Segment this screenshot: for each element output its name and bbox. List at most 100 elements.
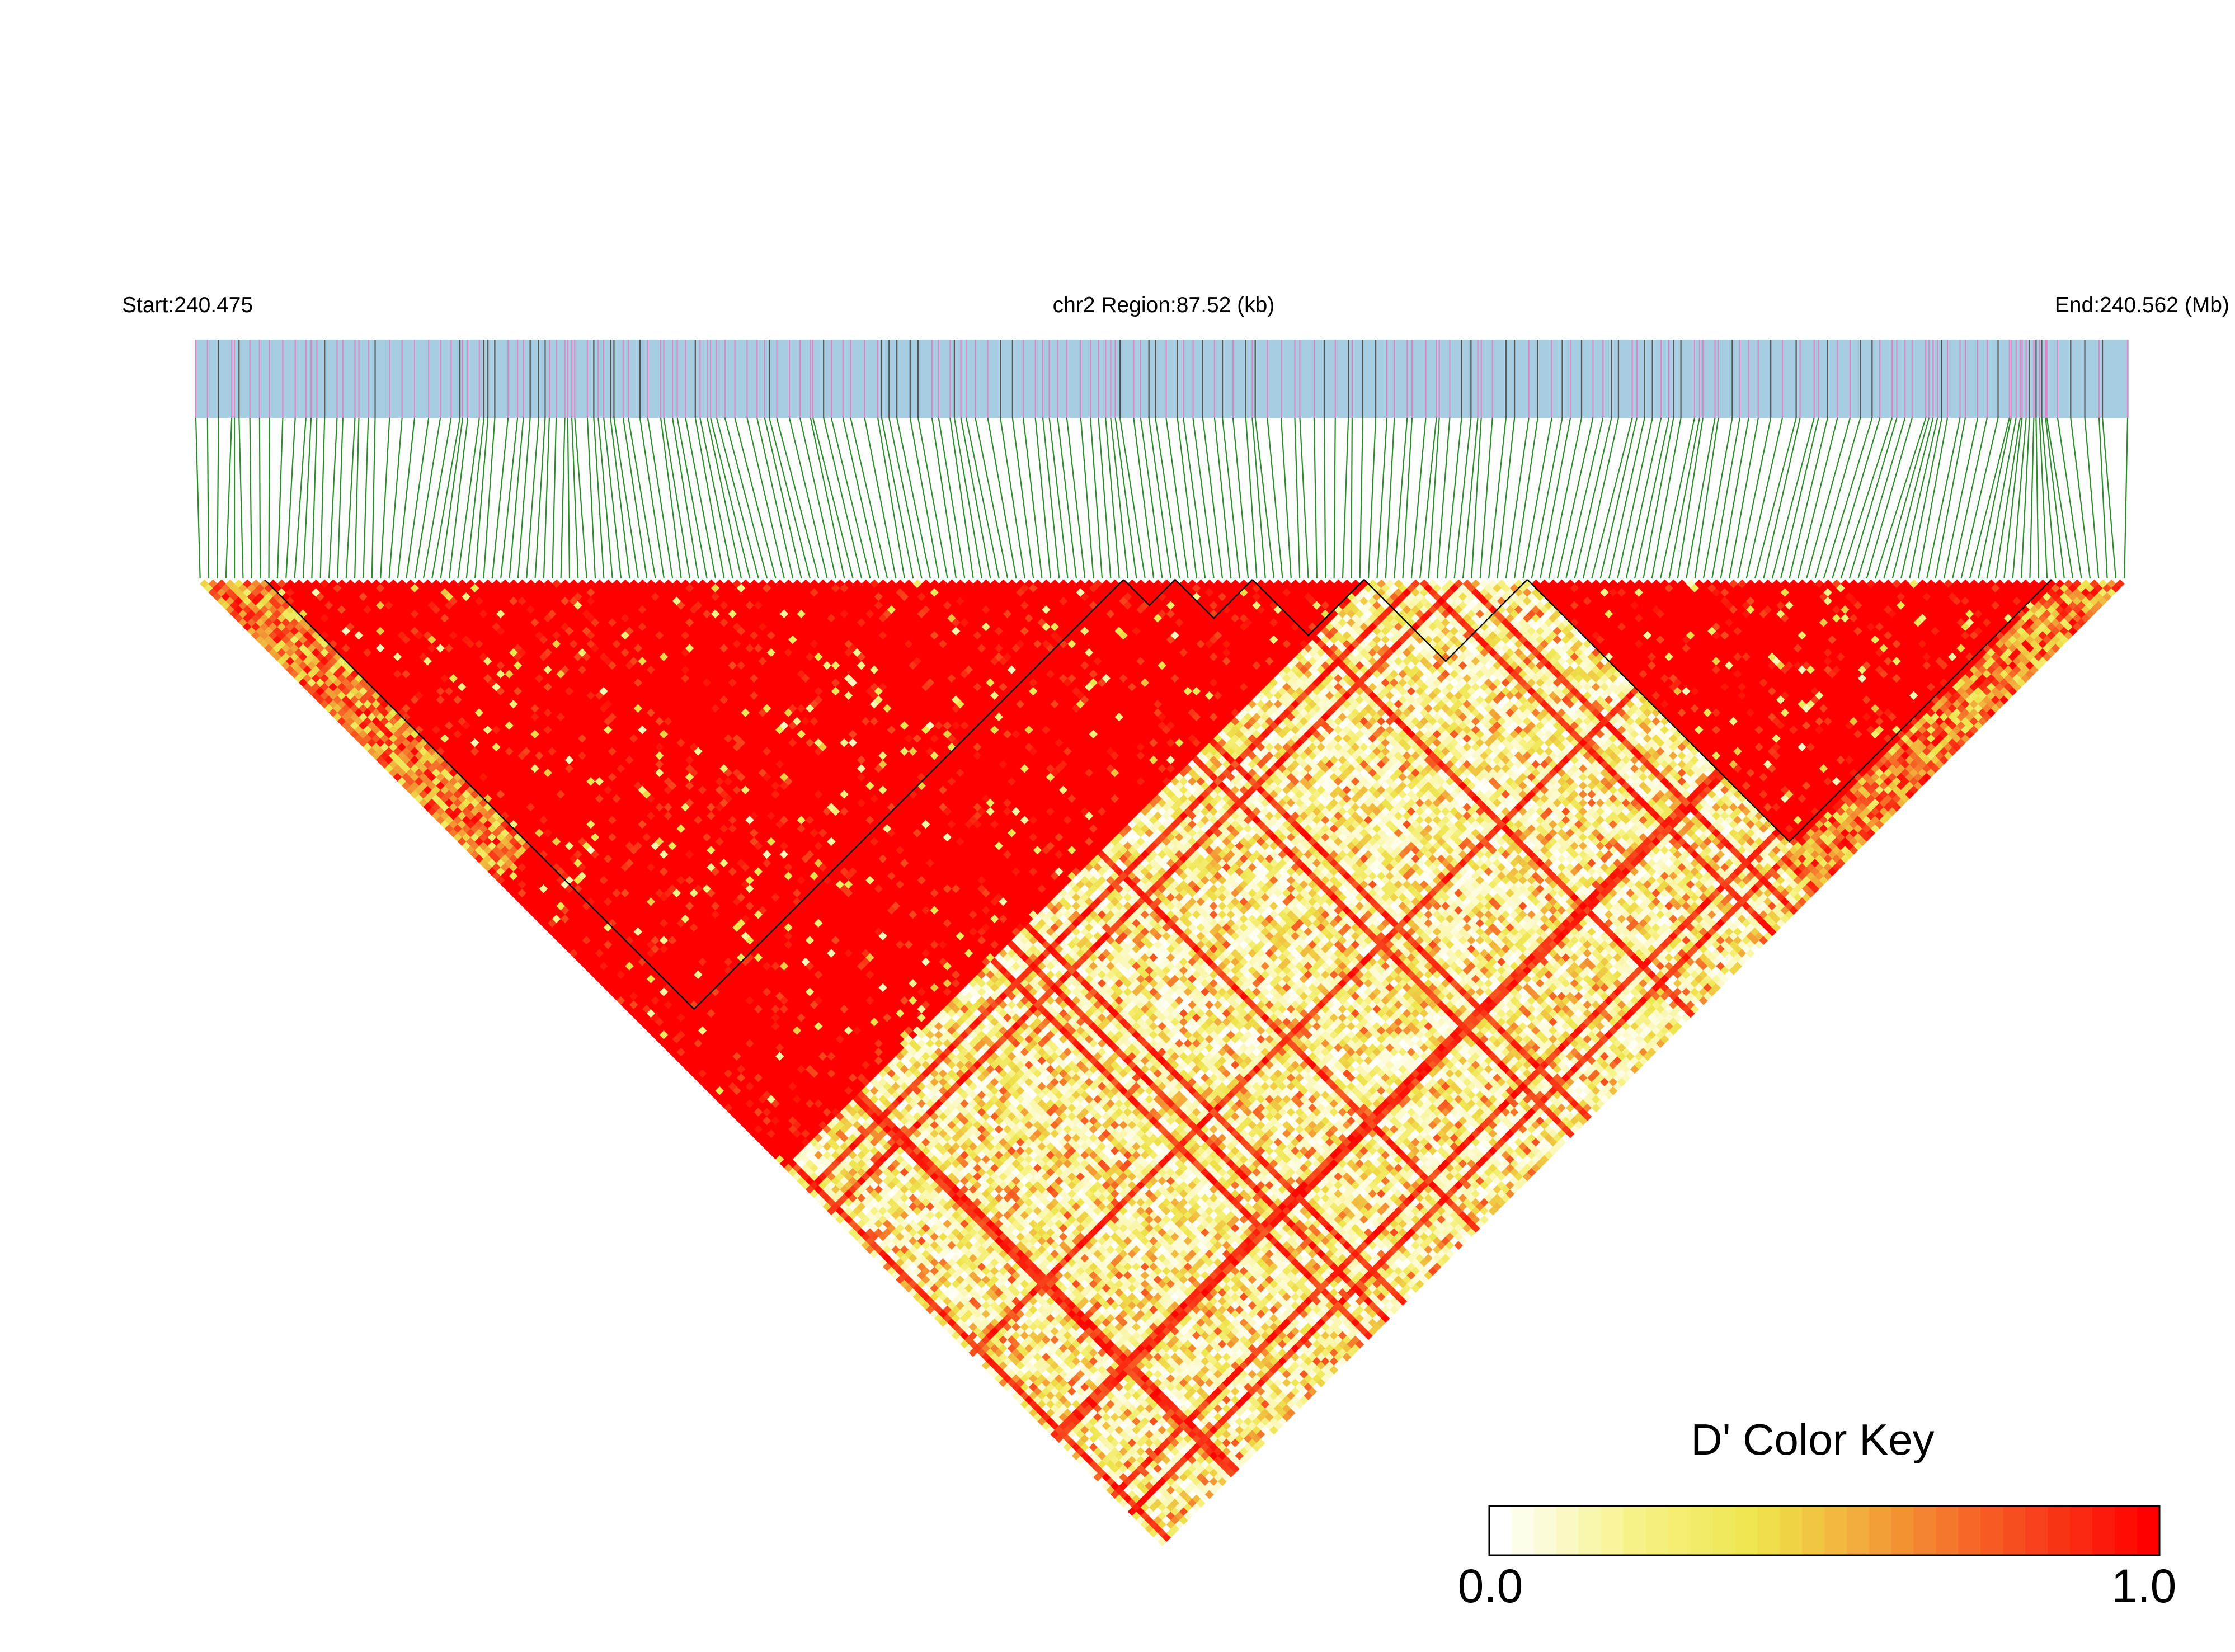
snp-position-track bbox=[196, 340, 2129, 418]
snp-connector bbox=[953, 417, 983, 579]
snp-connector bbox=[1720, 417, 1749, 579]
snp-connector bbox=[388, 417, 403, 579]
snp-connector bbox=[1342, 417, 1349, 579]
snp-connector bbox=[534, 417, 546, 579]
snp-connector bbox=[225, 417, 233, 579]
snp-connector bbox=[1034, 417, 1051, 579]
snp-connector bbox=[1323, 417, 1326, 579]
snp-connector bbox=[975, 417, 1009, 579]
snp-connector bbox=[1155, 417, 1180, 579]
snp-connector bbox=[268, 417, 270, 579]
snp-connector bbox=[1771, 417, 1815, 579]
snp-connector bbox=[1617, 417, 1653, 579]
snp-connector bbox=[1221, 417, 1240, 579]
snp-connector bbox=[622, 417, 648, 579]
snp-connector bbox=[1814, 417, 1861, 579]
snp-connector bbox=[1943, 417, 1979, 579]
snp-connector bbox=[2057, 417, 2082, 579]
snp-connector bbox=[799, 417, 837, 579]
snp-connector bbox=[1245, 417, 1258, 579]
snp-connector bbox=[1213, 417, 1232, 579]
snp-connector bbox=[724, 417, 768, 579]
snp-connector bbox=[710, 417, 751, 579]
snp-connector bbox=[457, 417, 480, 579]
snp-connector bbox=[1540, 417, 1571, 579]
snp-connector bbox=[1668, 417, 1700, 579]
snp-connector bbox=[1436, 417, 1451, 579]
snp-connector bbox=[2045, 417, 2065, 579]
snp-connector bbox=[864, 417, 897, 579]
snp-connector bbox=[1057, 417, 1077, 579]
snp-connector bbox=[823, 417, 863, 579]
snp-connector bbox=[249, 417, 252, 579]
snp-connector bbox=[1643, 417, 1674, 579]
snp-connector bbox=[345, 417, 356, 579]
snp-connector bbox=[830, 417, 871, 579]
snp-connector bbox=[354, 417, 360, 579]
end-label: End:240.562 (Mb) bbox=[2055, 293, 2229, 317]
snp-connector bbox=[716, 417, 759, 579]
snp-connector bbox=[1105, 417, 1120, 579]
snp-connector bbox=[1694, 417, 1719, 579]
snp-connector bbox=[1042, 417, 1060, 579]
snp-connector bbox=[560, 417, 566, 579]
snp-connector bbox=[1574, 417, 1612, 579]
snp-connector bbox=[1333, 417, 1336, 579]
snp-connector bbox=[474, 417, 489, 579]
snp-connector bbox=[1192, 417, 1215, 579]
snp-connector bbox=[1376, 417, 1388, 579]
snp-connector bbox=[1745, 417, 1784, 579]
snp-connector bbox=[909, 417, 940, 579]
snp-connector bbox=[788, 417, 828, 579]
snp-connector bbox=[1531, 417, 1563, 579]
snp-connector bbox=[1548, 417, 1583, 579]
snp-connector bbox=[660, 417, 682, 579]
snp-connector bbox=[276, 417, 284, 579]
snp-connector bbox=[896, 417, 931, 579]
snp-connector bbox=[586, 417, 596, 579]
snp-connector bbox=[1840, 417, 1893, 579]
snp-connector bbox=[302, 417, 312, 579]
snp-connector bbox=[414, 417, 441, 579]
snp-connector bbox=[842, 417, 879, 579]
snp-connector bbox=[1066, 417, 1086, 579]
snp-connector bbox=[1608, 417, 1645, 579]
region-label: chr2 Region:87.52 (kb) bbox=[1053, 293, 1275, 317]
snp-connector bbox=[567, 417, 571, 579]
snp-connector bbox=[1428, 417, 1440, 579]
snp-connector bbox=[1599, 417, 1638, 579]
snp-connector bbox=[812, 417, 854, 579]
snp-connector bbox=[699, 417, 733, 579]
snp-connector bbox=[1022, 417, 1043, 579]
snp-connector bbox=[1098, 417, 1112, 579]
snp-connector bbox=[1806, 417, 1851, 579]
snp-connector bbox=[1140, 417, 1163, 579]
snp-connector bbox=[1462, 417, 1479, 579]
snp-connector bbox=[552, 417, 557, 579]
snp-connector bbox=[2041, 417, 2057, 579]
snp-connector bbox=[1917, 417, 1949, 579]
snp-connector bbox=[1202, 417, 1224, 579]
snp-connector bbox=[206, 417, 210, 579]
snp-connector bbox=[2035, 417, 2039, 579]
snp-connector bbox=[734, 417, 777, 579]
snp-connector bbox=[1497, 417, 1516, 579]
snp-connector bbox=[483, 417, 496, 579]
snp-connector bbox=[1763, 417, 1801, 579]
snp-connector bbox=[440, 417, 464, 579]
snp-connector bbox=[1565, 417, 1604, 579]
snp-connector bbox=[603, 417, 622, 579]
snp-connector bbox=[1419, 417, 1437, 579]
snp-connector bbox=[311, 417, 318, 579]
snp-connector bbox=[1505, 417, 1530, 579]
snp-connector bbox=[1011, 417, 1034, 579]
snp-connector bbox=[1832, 417, 1881, 579]
snp-connector bbox=[1582, 417, 1620, 579]
snp-connector bbox=[1900, 417, 1938, 579]
snp-connector bbox=[574, 417, 587, 579]
snp-connector bbox=[746, 417, 785, 579]
snp-connector bbox=[509, 417, 524, 579]
snp-connector bbox=[1479, 417, 1493, 579]
snp-connector bbox=[285, 417, 296, 579]
